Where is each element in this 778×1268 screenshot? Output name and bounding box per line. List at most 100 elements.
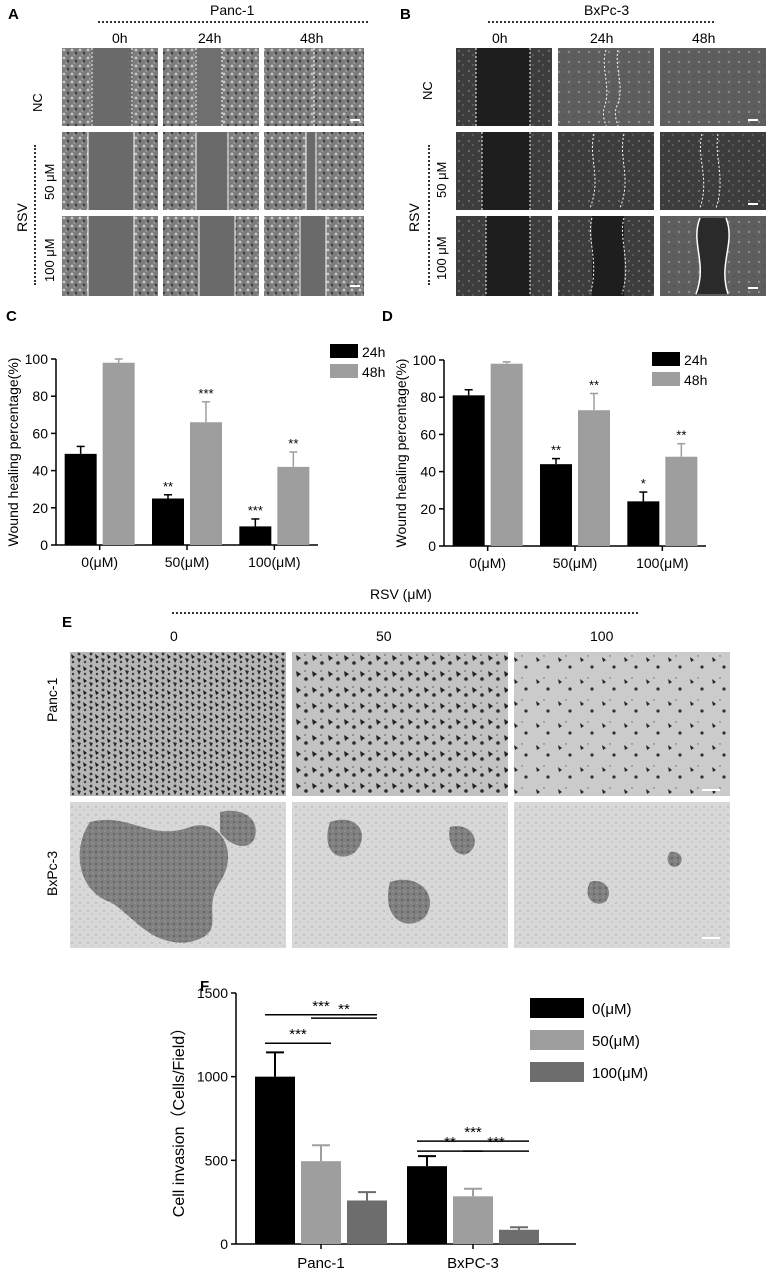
f-significance-label: *** — [289, 1026, 307, 1043]
panel-b-cell-line: BxPc-3 — [584, 2, 630, 18]
f-x-tick-label: Panc-1 — [297, 1255, 345, 1268]
f-y-axis-label: Cell invasion（Cells/Field） — [170, 1020, 188, 1217]
panel-b-micrograph-grid — [456, 48, 766, 296]
d-y-tick-label: 0 — [428, 538, 436, 554]
d-significance: ** — [589, 377, 599, 392]
c-bar — [190, 422, 222, 545]
d-legend-swatch — [652, 372, 680, 386]
f-y-tick-label: 500 — [205, 1152, 229, 1168]
panel-letter-a: A — [8, 6, 19, 23]
c-y-tick-label: 60 — [32, 425, 48, 441]
c-significance: *** — [198, 386, 213, 401]
panel-a-time-48h: 48h — [300, 30, 324, 46]
d-significance: ** — [676, 428, 686, 443]
chart-f-cell-invasion: 0 500 1000 1500 Cell invasion（Cells/Field） Pa… — [170, 985, 648, 1268]
d-x-tick-label: 0(μM) — [469, 555, 506, 571]
c-x-tick-label: 50(μM) — [165, 554, 210, 570]
panel-a-row-100-images — [62, 216, 364, 296]
d-significance: ** — [551, 443, 561, 458]
c-bar — [64, 453, 97, 545]
panel-e-conc-50: 50 — [376, 628, 392, 644]
panel-b-time-24h: 24h — [590, 30, 614, 46]
c-legend-label: 24h — [362, 344, 385, 360]
d-bar — [490, 363, 523, 546]
panel-a-row-nc: NC — [30, 93, 45, 112]
panel-e-header: RSV (μM) — [370, 586, 432, 602]
panel-a-cell-line: Panc-1 — [210, 2, 255, 18]
panel-e-conc-100: 100 — [590, 628, 614, 644]
c-legend-swatch — [330, 364, 358, 378]
panel-e-micrograph-grid — [70, 652, 730, 948]
c-x-tick-label: 0(μM) — [81, 554, 118, 570]
panel-b-time-48h: 48h — [692, 30, 716, 46]
d-bar — [452, 395, 485, 546]
f-significance-label: ** — [338, 1001, 350, 1018]
f-y-tick-label: 1000 — [197, 1069, 228, 1085]
panel-e-bxpc3-images — [70, 802, 730, 948]
c-y-tick-label: 80 — [32, 388, 48, 404]
f-y-tick-label: 1500 — [197, 985, 228, 1001]
d-legend-label: 24h — [684, 352, 707, 368]
panel-a-time-24h: 24h — [198, 30, 222, 46]
f-bar — [453, 1196, 493, 1244]
c-significance: *** — [248, 503, 263, 518]
d-y-tick-label: 80 — [420, 389, 436, 405]
panel-a-row-50: 50 μM — [42, 163, 57, 200]
c-y-tick-label: 40 — [32, 463, 48, 479]
c-significance: ** — [163, 479, 173, 494]
panel-b-row-50-images — [456, 132, 766, 210]
panel-e-panc1-images — [70, 652, 730, 796]
d-legend-label: 48h — [684, 372, 707, 388]
panel-b-row-50: 50 μM — [434, 161, 449, 198]
c-bar — [277, 466, 310, 545]
c-significance: ** — [288, 436, 298, 451]
f-bar — [499, 1229, 539, 1244]
panel-b-rsv-dotted-line — [428, 145, 430, 285]
panel-letter-d: D — [382, 308, 393, 325]
panel-a-row-nc-images — [62, 48, 364, 126]
f-significance-label: *** — [487, 1134, 505, 1151]
panel-e-dotted-line — [172, 612, 638, 614]
panel-a-dotted-line — [98, 21, 368, 23]
panel-b-row-100-images — [456, 216, 766, 296]
panel-b-dotted-line — [488, 21, 714, 23]
c-y-tick-label: 0 — [40, 537, 48, 553]
panel-e-row-bxpc3: BxPc-3 — [44, 850, 60, 896]
f-legend-swatch — [530, 1062, 584, 1082]
f-significance-label: *** — [312, 998, 330, 1015]
c-y-tick-label: 100 — [25, 351, 49, 367]
panel-letter-c: C — [6, 308, 17, 325]
f-significance-label: ** — [444, 1134, 456, 1151]
d-x-tick-label: 50(μM) — [553, 555, 598, 571]
panel-a-rsv-label: RSV — [14, 203, 30, 232]
c-legend-label: 48h — [362, 364, 385, 380]
panel-letter-b: B — [400, 6, 411, 23]
d-bar — [665, 456, 698, 546]
c-bar — [239, 526, 272, 545]
panel-a-rsv-dotted-line — [34, 145, 36, 285]
f-bar — [407, 1166, 447, 1244]
d-x-tick-label: 100(μM) — [636, 555, 688, 571]
panel-b-time-0h: 0h — [492, 30, 508, 46]
panel-b-row-100: 100 μM — [434, 236, 449, 280]
f-legend-swatch — [530, 998, 584, 1018]
d-bar — [540, 464, 572, 546]
d-y-tick-label: 40 — [420, 464, 436, 480]
d-y-tick-label: 60 — [420, 426, 436, 442]
d-significance: * — [641, 476, 646, 491]
panel-letter-e: E — [62, 614, 73, 631]
f-significance-label: *** — [464, 1124, 482, 1141]
panel-a-row-50-images — [62, 132, 364, 210]
c-x-tick-label: 100(μM) — [248, 554, 300, 570]
c-y-tick-label: 20 — [32, 500, 48, 516]
f-legend-swatch — [530, 1030, 584, 1050]
f-bar — [255, 1076, 295, 1244]
panel-a-row-100: 100 μM — [42, 238, 57, 282]
c-y-axis-label: Wound healing percentage(%) — [5, 358, 21, 547]
f-bar — [347, 1200, 387, 1244]
f-legend-label: 50(μM) — [592, 1033, 640, 1050]
panel-b-row-nc: NC — [420, 81, 435, 100]
panel-b-rsv-label: RSV — [406, 203, 422, 232]
